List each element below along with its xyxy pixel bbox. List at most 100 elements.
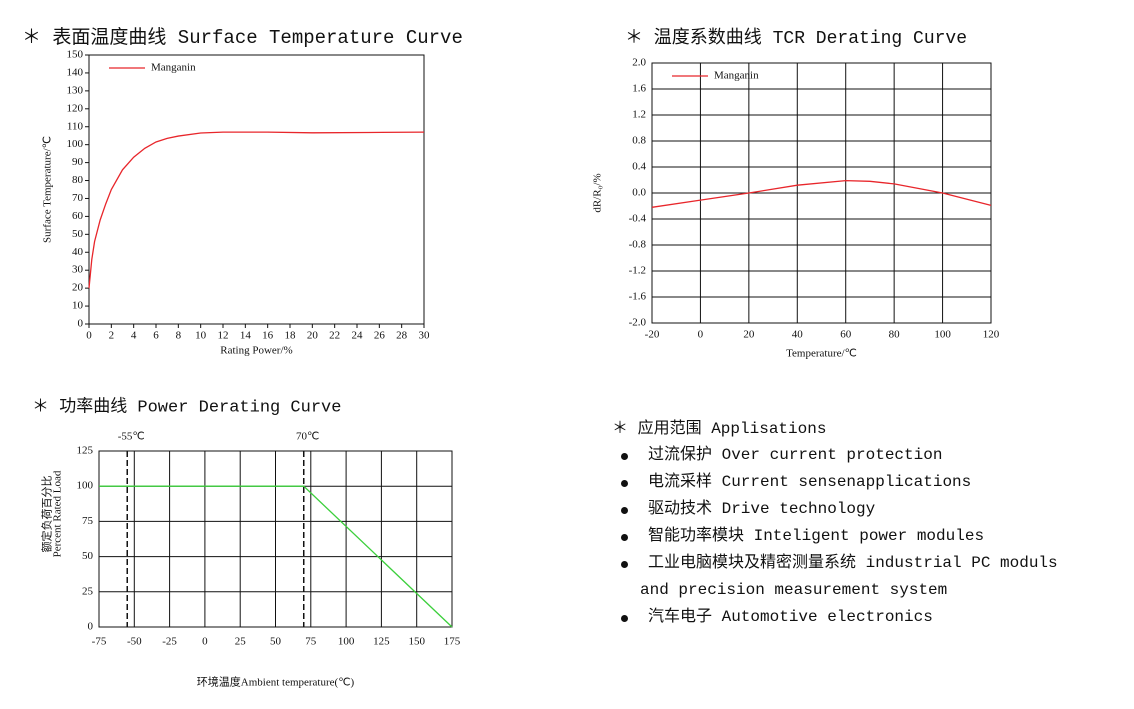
- y-tick-label: 0.0: [632, 187, 646, 199]
- x-tick-label: 100: [934, 329, 951, 341]
- x-tick-label: -75: [92, 636, 107, 648]
- legend-label: Manganin: [714, 70, 759, 82]
- x-axis-label: Temperature/℃: [786, 348, 857, 360]
- plot-frame: [98, 450, 453, 628]
- x-tick-label: 100: [338, 636, 355, 648]
- x-tick-label: 60: [840, 329, 852, 341]
- y-tick-label: 125: [77, 445, 94, 457]
- y-tick-label: 2.0: [632, 57, 646, 69]
- y-axis-label: 额定负荷百分比: [40, 476, 54, 553]
- x-tick-label: 10: [195, 330, 207, 342]
- y-tick-label: 30: [72, 264, 84, 276]
- x-axis-label: 环境温度Ambient temperature(℃): [197, 675, 355, 689]
- x-tick-label: -25: [162, 636, 177, 648]
- y-tick-label: -0.8: [629, 239, 647, 251]
- application-text: 过流保护 Over current protection: [648, 446, 943, 464]
- x-tick-label: 175: [444, 636, 461, 648]
- application-item: 汽车电子 Automotive electronics: [612, 604, 1058, 631]
- x-tick-label: 25: [235, 636, 247, 648]
- x-tick-label: 18: [285, 330, 297, 342]
- y-tick-label: 130: [67, 84, 84, 96]
- y-tick-label: 10: [72, 300, 84, 312]
- application-text: and precision measurement system: [640, 581, 948, 599]
- y-tick-label: 100: [67, 138, 84, 150]
- x-tick-label: 16: [262, 330, 274, 342]
- y-tick-label: 0.4: [632, 161, 646, 173]
- applications-title: ＊ 应用范围 Applisations: [612, 420, 827, 438]
- y-tick-label: 1.6: [632, 83, 646, 95]
- x-tick-label: 6: [153, 330, 159, 342]
- x-tick-label: 8: [176, 330, 182, 342]
- x-tick-label: 4: [131, 330, 137, 342]
- application-item: 驱动技术 Drive technology: [612, 496, 1058, 523]
- x-tick-label: 22: [329, 330, 340, 342]
- plot-frame: [651, 62, 992, 324]
- x-tick-label: 120: [983, 329, 1000, 341]
- application-text: 汽车电子 Automotive electronics: [648, 608, 933, 626]
- y-tick-label: 70: [72, 192, 84, 204]
- y-tick-label: 110: [67, 120, 84, 132]
- x-tick-label: 20: [307, 330, 319, 342]
- y-tick-label: 0.8: [632, 135, 646, 147]
- series-line: [99, 485, 453, 628]
- y-tick-label: 20: [72, 282, 84, 294]
- legend-label: Manganin: [151, 62, 196, 74]
- application-text: 驱动技术 Drive technology: [648, 500, 876, 518]
- y-tick-label: 60: [72, 210, 84, 222]
- applications: ＊ 应用范围 Applisations 过流保护 Over current pr…: [612, 416, 1058, 631]
- y-tick-label: -0.4: [629, 213, 647, 225]
- application-item: 智能功率模块 Inteligent power modules: [612, 523, 1058, 550]
- application-item: 过流保护 Over current protection: [612, 442, 1058, 469]
- chart-title: ＊ 表面温度曲线 Surface Temperature Curve: [22, 26, 463, 49]
- x-tick-label: 40: [792, 329, 804, 341]
- x-tick-label: 150: [408, 636, 425, 648]
- x-tick-label: 26: [374, 330, 386, 342]
- x-tick-label: 24: [352, 330, 364, 342]
- y-tick-label: 25: [82, 585, 94, 597]
- x-tick-label: 20: [743, 329, 755, 341]
- y-tick-label: 150: [67, 49, 84, 61]
- y-tick-label: 50: [72, 228, 84, 240]
- x-tick-label: 14: [240, 330, 252, 342]
- application-text: 电流采样 Current sensenapplications: [648, 473, 972, 491]
- y-tick-label: 90: [72, 156, 84, 168]
- x-tick-label: 2: [109, 330, 115, 342]
- y-tick-label: 120: [67, 102, 84, 114]
- plot-frame: [88, 54, 425, 325]
- x-tick-label: -50: [127, 636, 142, 648]
- application-item: 电流采样 Current sensenapplications: [612, 469, 1058, 496]
- y-tick-label: 80: [72, 174, 84, 186]
- y-tick-label: 40: [72, 246, 84, 258]
- x-tick-label: 0: [86, 330, 92, 342]
- reference-label: 70℃: [296, 431, 319, 443]
- y-axis-label: Surface Temperature/℃: [42, 136, 54, 243]
- x-tick-label: 30: [419, 330, 431, 342]
- chart-title: ＊ 温度系数曲线 TCR Derating Curve: [625, 27, 967, 49]
- reference-label: -55℃: [118, 431, 145, 443]
- y-tick-label: 75: [82, 515, 94, 527]
- y-tick-label: 50: [82, 550, 94, 562]
- x-tick-label: 0: [202, 636, 208, 648]
- series-line: [88, 131, 425, 289]
- x-tick-label: 80: [889, 329, 901, 341]
- x-tick-label: 28: [396, 330, 408, 342]
- x-tick-label: 125: [373, 636, 390, 648]
- y-tick-label: -1.6: [629, 291, 647, 303]
- application-list: 过流保护 Over current protection 电流采样 Current…: [612, 442, 1058, 631]
- application-item: 工业电脑模块及精密测量系统 industrial PC moduls and pr…: [612, 550, 1058, 604]
- y-tick-label: 0: [78, 318, 84, 330]
- y-axis-label: dR/R₀/%: [592, 173, 604, 212]
- y-tick-label: 1.2: [632, 109, 646, 121]
- application-text: 工业电脑模块及精密测量系统 industrial PC moduls: [648, 554, 1058, 572]
- x-tick-label: 75: [305, 636, 317, 648]
- x-tick-label: -20: [645, 329, 660, 341]
- y-tick-label: 140: [67, 66, 84, 78]
- x-tick-label: 12: [218, 330, 229, 342]
- y-axis-label: Percent Rated Load: [52, 470, 64, 557]
- x-axis-label: Rating Power/%: [220, 345, 292, 357]
- x-tick-label: 50: [270, 636, 282, 648]
- y-tick-label: 100: [77, 480, 94, 492]
- series-line: [651, 179, 992, 208]
